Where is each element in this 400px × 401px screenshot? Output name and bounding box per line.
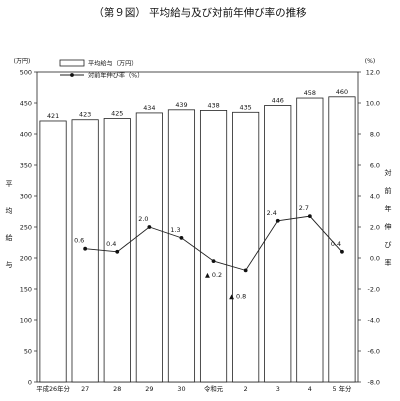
legend-bar-swatch — [59, 59, 85, 67]
left-axis-tick-label: 250 — [20, 223, 32, 231]
right-axis-tick-label: 0.0 — [370, 254, 380, 262]
line-series: 0.6 0.4 2.0 1.3 ▲ 0.2 ▲ 0.8 2.4 2.7 0.4 — [74, 204, 344, 300]
bar — [39, 120, 67, 383]
growth-value-label: 0.4 — [331, 240, 341, 248]
bar — [264, 105, 292, 383]
bar-series: 421 423 425 434 439 438 435 446 458 460 — [39, 88, 356, 383]
left-axis-label-char: 均 — [6, 206, 13, 215]
left-axis-tick-label: 50 — [24, 347, 32, 355]
x-axis-tick-label: 29 — [145, 385, 153, 393]
right-axis-label-char: び — [385, 241, 392, 249]
left-axis-tick-label: 200 — [20, 254, 32, 262]
right-axis-tick-label: -6.0 — [368, 347, 380, 355]
growth-marker — [275, 218, 280, 223]
bar-value-label: 425 — [111, 110, 123, 118]
left-axis-label-char: 与 — [6, 261, 13, 269]
left-axis-tick-label: 350 — [20, 161, 32, 169]
right-axis-tick-label: 8.0 — [370, 130, 380, 138]
right-axis-tick-label: 2.0 — [370, 223, 380, 231]
bar-value-label: 421 — [47, 112, 59, 120]
left-axis-unit: (万円) — [14, 58, 31, 65]
left-axis-tick-label: 300 — [20, 192, 32, 200]
growth-marker — [211, 259, 216, 263]
x-axis-tick-label: 平成26年分 — [36, 384, 70, 393]
legend-line-label: 対前年伸び率（%） — [88, 72, 143, 80]
growth-marker — [115, 249, 120, 254]
left-axis-tick-label: 100 — [20, 316, 32, 324]
x-axis-tick-label: 4 — [308, 385, 312, 393]
left-axis-tick-label: 450 — [20, 99, 32, 107]
right-axis-tick-label: -8.0 — [368, 378, 380, 386]
growth-marker — [307, 214, 312, 219]
bar — [199, 110, 228, 383]
bar-value-label: 460 — [336, 88, 348, 96]
legend: 平均給与（万円） 対前年伸び率（%） — [59, 59, 143, 80]
right-axis-unit: (%) — [365, 58, 375, 65]
growth-value-label: 0.4 — [106, 240, 116, 248]
bar — [167, 109, 196, 383]
growth-value-label: 2.7 — [299, 204, 309, 212]
x-axis-tick-label: 5 年分 — [333, 384, 352, 393]
x-axis-tick-label: 令和元 — [204, 384, 224, 393]
x-axis-tick-label: 30 — [177, 385, 185, 393]
legend-bar-label: 平均給与（万円） — [88, 60, 138, 68]
growth-marker — [179, 235, 184, 240]
right-axis-tick-label: 12.0 — [366, 68, 380, 76]
left-axis-tick-label: 0 — [28, 378, 32, 386]
x-axis-tick-label: 28 — [113, 385, 121, 393]
growth-value-label: ▲ 0.2 — [205, 271, 222, 279]
page-title: （第９図） 平均給与及び対前年伸び率の推移 — [93, 7, 307, 19]
bar-value-label: 439 — [175, 101, 187, 109]
right-axis-label-char: 前 — [385, 186, 392, 195]
bar-value-label: 423 — [79, 111, 91, 119]
bar-value-label: 434 — [143, 104, 155, 112]
left-axis-tick-label: 500 — [20, 68, 32, 76]
left-axis-tick-label: 400 — [20, 130, 32, 138]
bar — [296, 97, 324, 383]
bar-value-label: 458 — [304, 89, 316, 97]
growth-value-label: 1.3 — [170, 226, 180, 234]
bar-value-label: 435 — [240, 103, 252, 111]
right-axis-tick-label: -2.0 — [368, 285, 380, 293]
right-axis-tick-label: 10.0 — [366, 99, 380, 107]
x-axis-tick-label: 3 — [276, 385, 280, 393]
growth-marker — [243, 268, 248, 273]
left-axis-tick-label: 150 — [20, 285, 32, 293]
growth-value-label: 2.4 — [267, 209, 277, 217]
growth-value-label: ▲ 0.8 — [229, 292, 246, 300]
bar-value-label: 446 — [272, 96, 284, 104]
x-axis-tick-label: 27 — [81, 385, 89, 393]
right-axis-label-char: 率 — [385, 258, 392, 267]
bar — [328, 96, 356, 383]
growth-marker — [83, 246, 88, 251]
right-axis-label-char: 年 — [385, 204, 392, 213]
right-axis-tick-label: 4.0 — [370, 192, 380, 200]
left-axis-label-char: 平 — [6, 180, 13, 188]
bar-value-label: 438 — [207, 101, 219, 109]
bar — [232, 111, 260, 383]
bar — [135, 112, 163, 383]
right-axis-label-char: 対 — [385, 168, 392, 177]
growth-marker — [147, 225, 152, 229]
bar — [71, 119, 99, 383]
growth-value-label: 0.6 — [74, 237, 84, 245]
right-axis-tick-label: -4.0 — [368, 316, 380, 324]
axes: 0 50 100 150 200 250 300 350 400 450 500 -8.0 -6.0 -4… — [6, 58, 392, 393]
left-axis-label-char: 給 — [6, 233, 13, 242]
growth-value-label: 2.0 — [138, 215, 148, 223]
legend-line-marker — [70, 73, 74, 77]
x-axis-tick-label: 2 — [244, 385, 248, 393]
growth-marker — [340, 249, 344, 254]
right-axis-tick-label: 6.0 — [370, 161, 380, 169]
right-axis-label-char: 伸 — [385, 222, 392, 231]
